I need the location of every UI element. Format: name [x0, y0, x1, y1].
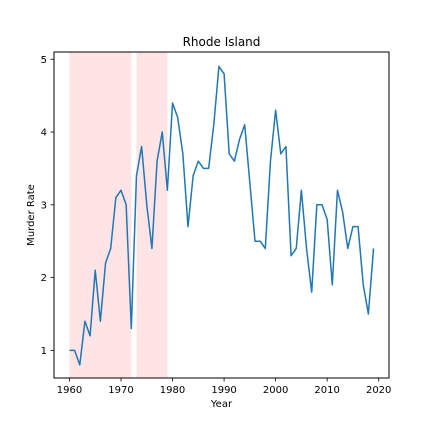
plot-frame	[53, 51, 390, 379]
y-axis-ticks: 1 2 3 4 5	[41, 55, 54, 357]
shaded-region-0	[69, 52, 132, 378]
x-tick-label: 2020	[366, 385, 391, 396]
shaded-region-1	[136, 52, 168, 378]
x-axis-ticks: 1960 1970 1980 1990 2000 2010 2020	[57, 378, 391, 396]
y-tick-label: 5	[41, 55, 47, 66]
y-tick-label: 3	[41, 200, 47, 211]
chart-title: Rhode Island	[183, 35, 261, 49]
x-axis-label: Year	[210, 399, 233, 410]
y-axis-label: Murder Rate	[26, 184, 37, 246]
shaded-regions	[69, 52, 168, 378]
series-line-0	[69, 65, 375, 366]
plot-lines	[69, 65, 375, 366]
x-tick-label: 2000	[263, 385, 288, 396]
x-tick-label: 1970	[108, 385, 133, 396]
x-tick-label: 1980	[160, 385, 185, 396]
x-tick-label: 1960	[57, 385, 82, 396]
y-tick-label: 4	[41, 128, 47, 139]
y-tick-label: 1	[41, 346, 47, 357]
x-tick-label: 1990	[211, 385, 236, 396]
x-tick-label: 2010	[314, 385, 339, 396]
y-tick-label: 2	[41, 273, 47, 284]
